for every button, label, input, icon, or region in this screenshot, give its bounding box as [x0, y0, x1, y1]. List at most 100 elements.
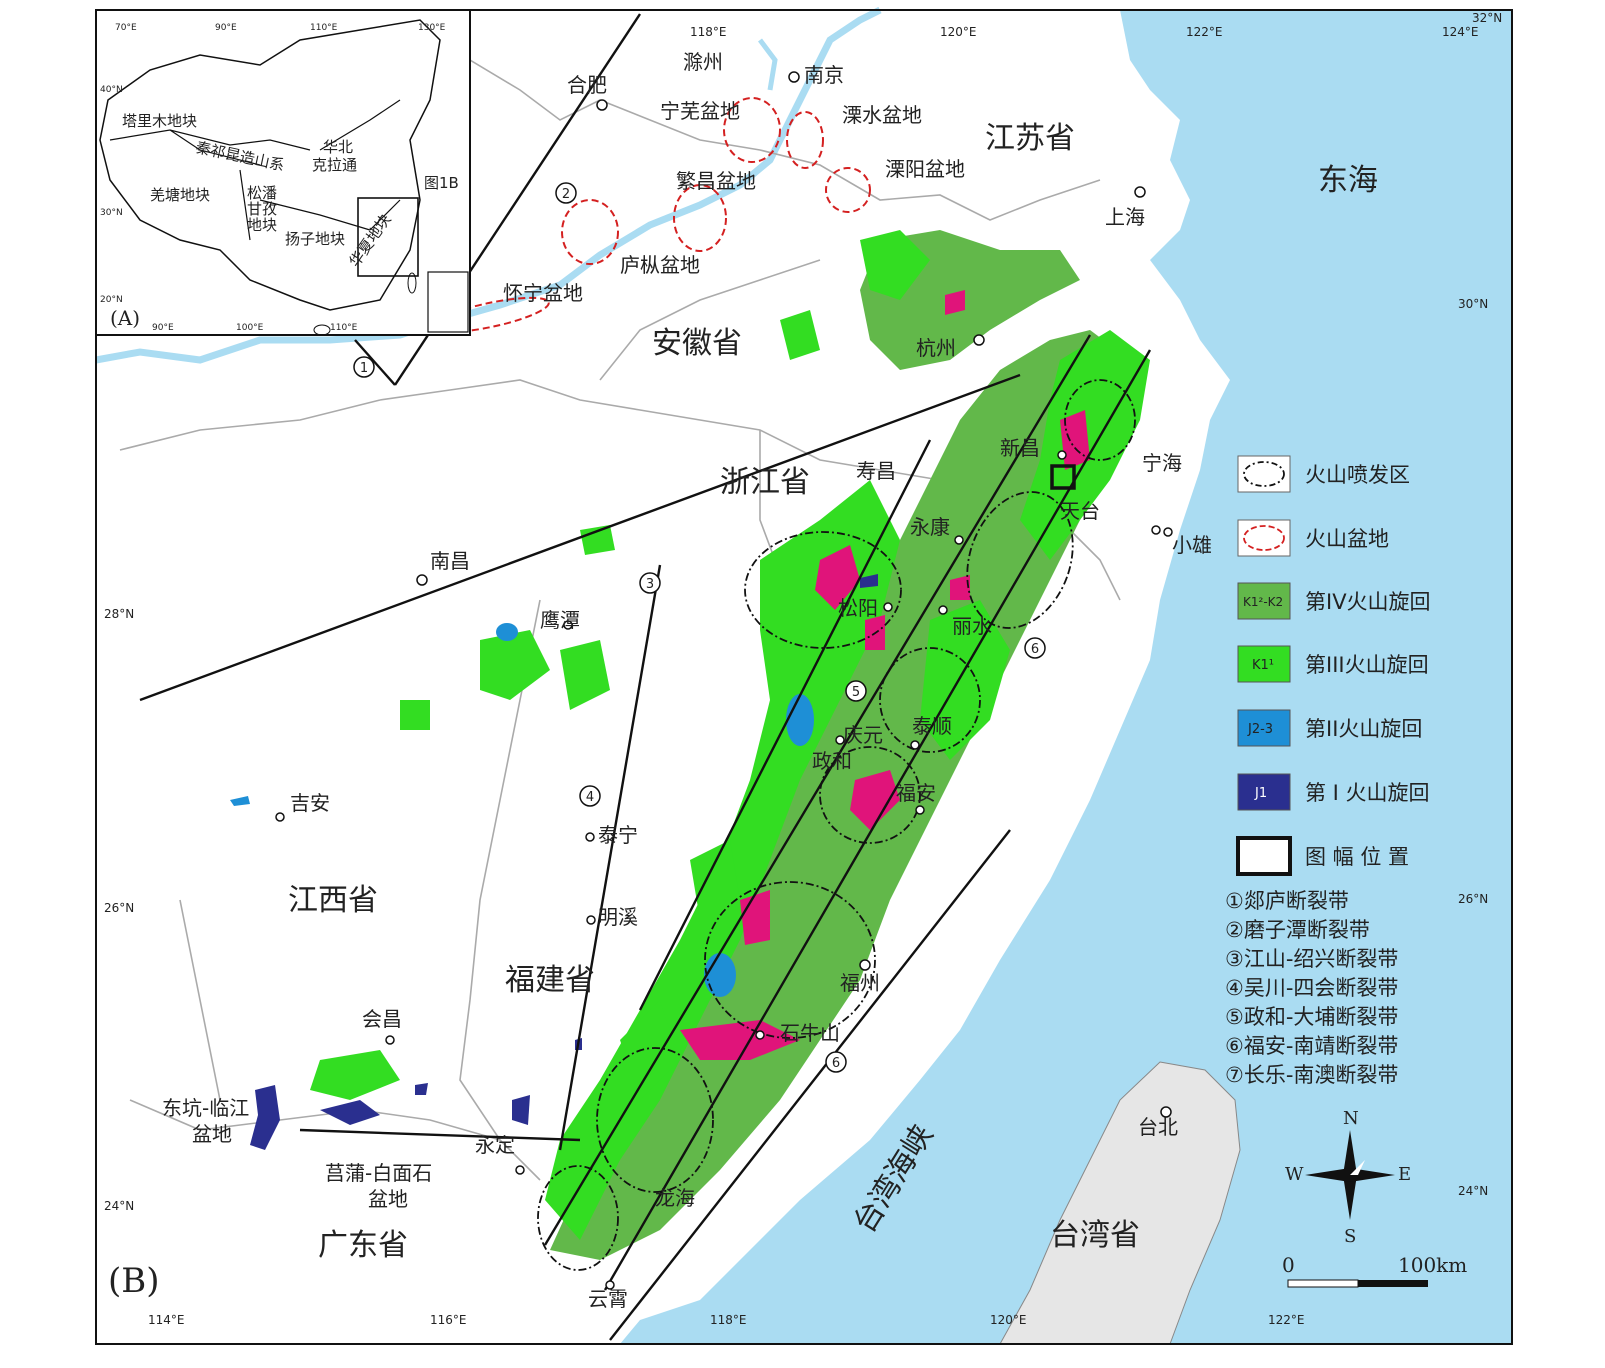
top-tick-122e: 122°E — [1186, 25, 1223, 39]
legend-label-cycle-ii: 第II火山旋回 — [1305, 717, 1422, 741]
left-tick-28n: 28°N — [104, 607, 134, 621]
fault-number-markers — [353, 182, 1046, 1073]
legend-label-cycle-iii: 第III火山旋回 — [1305, 653, 1429, 677]
city-taishun: 泰顺 — [912, 714, 952, 738]
inset-bottom-tick-90: 90°E — [152, 323, 174, 333]
city-tiantai: 天台 — [1060, 499, 1100, 523]
basin-ningwu: 宁芜盆地 — [660, 99, 740, 123]
inset-map: (A) 70°E 90°E 110°E 130°E 90°E 100°E 110… — [95, 9, 471, 336]
fault-marker-5: 5 — [852, 685, 860, 700]
city-fuan: 福安 — [896, 781, 936, 805]
map-frame — [95, 9, 1513, 1345]
city-taibei: 台北 — [1138, 1115, 1178, 1139]
east-sea — [620, 10, 1512, 1344]
fault-marker-1: 1 — [360, 361, 368, 376]
city-ninghai: 宁海 — [1142, 451, 1182, 475]
city-shouchang: 寿昌 — [856, 459, 896, 483]
bottom-tick-122e: 122°E — [1268, 1313, 1305, 1327]
city-hefei: 合肥 — [567, 73, 607, 97]
fault-marker-6a: 6 — [1031, 642, 1039, 657]
city-huichang: 会昌 — [362, 1007, 402, 1031]
legend-symbol-cycle-ii: J2-3 — [1247, 722, 1273, 737]
inset-block-yangtze: 扬子地块 — [285, 230, 345, 248]
city-markers — [275, 71, 1173, 1290]
legend-fault-5: ⑤政和-大埔断裂带 — [1225, 1005, 1398, 1029]
scale-max: 100km — [1398, 1253, 1467, 1277]
legend: 火山喷发区 火山盆地 K1²-K2 第IV火山旋回 K1¹ 第III火山旋回 J… — [1225, 455, 1431, 1087]
cycle-i-volcanics — [250, 574, 878, 1150]
top-tick-32n: 32°N — [1472, 11, 1502, 25]
legend-fault-1: ①郯庐断裂带 — [1225, 889, 1349, 913]
province-fujian: 福建省 — [505, 963, 595, 998]
top-tick-118e: 118°E — [690, 25, 727, 39]
left-tick-26n: 26°N — [104, 901, 134, 915]
city-hangzhou: 杭州 — [916, 336, 956, 360]
bottom-tick-118e: 118°E — [710, 1313, 747, 1327]
cycle-iii-volcanics — [310, 230, 1150, 1240]
legend-label-eruption-zone: 火山喷发区 — [1305, 463, 1410, 487]
inset-block-qiangtang: 羌塘地块 — [150, 186, 210, 204]
city-shiniushan: 石牛山 — [780, 1021, 840, 1045]
basin-jupu-baimianshi: 莒蒲-白面石 — [325, 1161, 432, 1185]
inset-top-tick-110: 110°E — [310, 23, 338, 33]
main-panel-label: (B) — [108, 1261, 160, 1301]
city-nanjing: 南京 — [804, 63, 844, 87]
inset-panel-label: (A) — [110, 306, 140, 330]
legend-fault-3: ③江山-绍兴断裂带 — [1225, 947, 1398, 971]
scale-bar: 0 100km — [1282, 1253, 1467, 1288]
city-yongkang: 永康 — [910, 515, 950, 539]
province-jiangxi: 江西省 — [288, 883, 378, 918]
city-chuzhou: 滁州 — [683, 50, 723, 74]
basin-dongkeng-suffix: 盆地 — [192, 1122, 232, 1146]
basin-lishui: 溧水盆地 — [842, 103, 922, 127]
inset-block-songpan: 松潘 — [247, 184, 277, 202]
legend-fault-6: ⑥福安-南靖断裂带 — [1225, 1034, 1398, 1058]
inset-bottom-tick-110: 110°E — [330, 323, 358, 333]
compass-north: N — [1343, 1108, 1359, 1129]
basin-luzong: 庐枞盆地 — [620, 253, 700, 277]
legend-label-map-location: 图 幅 位 置 — [1305, 845, 1409, 869]
inset-block-huabei: 华北 — [323, 138, 353, 156]
city-lishui: 丽水 — [952, 614, 992, 638]
city-shanghai: 上海 — [1105, 205, 1145, 229]
fault-lines — [139, 13, 1152, 1341]
magenta-intrusions — [680, 290, 1090, 1060]
fault-marker-3: 3 — [646, 577, 654, 592]
province-zhejiang: 浙江省 — [720, 465, 810, 500]
fault-marker-6b: 6 — [832, 1056, 840, 1071]
fault-marker-4: 4 — [586, 790, 594, 805]
inset-top-tick-70: 70°E — [115, 23, 137, 33]
compass-east: E — [1398, 1164, 1411, 1185]
inset-left-tick-20: 20°N — [100, 295, 123, 305]
legend-label-cycle-i: 第 I 火山旋回 — [1305, 781, 1430, 805]
legend-symbol-cycle-iii: K1¹ — [1252, 658, 1274, 673]
right-tick-26n: 26°N — [1458, 892, 1488, 906]
province-guangdong: 广东省 — [318, 1228, 408, 1263]
legend-fault-4: ④吴川-四会断裂带 — [1225, 976, 1398, 1000]
inset-left-tick-40: 40°N — [100, 85, 123, 95]
city-taining: 泰宁 — [598, 823, 638, 847]
top-tick-124e: 124°E — [1442, 25, 1479, 39]
bottom-tick-114e: 114°E — [148, 1313, 185, 1327]
basin-huaining: 怀宁盆地 — [503, 281, 583, 305]
legend-label-cycle-iv: 第IV火山旋回 — [1305, 590, 1431, 614]
city-songyang: 松阳 — [838, 596, 878, 620]
legend-label-volcanic-basin: 火山盆地 — [1305, 527, 1389, 551]
right-tick-24n: 24°N — [1458, 1184, 1488, 1198]
eruption-zones — [537, 379, 1136, 1271]
fault-marker-2: 2 — [562, 187, 570, 202]
city-qingyuan: 庆元 — [843, 723, 883, 747]
sea-donghai: 东海 — [1318, 163, 1378, 198]
scale-zero: 0 — [1282, 1253, 1295, 1277]
city-yunxiao: 云霄 — [588, 1287, 628, 1311]
bottom-tick-120e: 120°E — [990, 1313, 1027, 1327]
city-yingtan: 鹰潭 — [540, 608, 580, 632]
legend-fault-2: ②磨子潭断裂带 — [1225, 918, 1370, 942]
basin-liyang: 溧阳盆地 — [885, 157, 965, 181]
top-tick-120e: 120°E — [940, 25, 977, 39]
legend-symbol-cycle-i: J1 — [1254, 786, 1267, 801]
bottom-tick-116e: 116°E — [430, 1313, 467, 1327]
province-taiwan: 台湾省 — [1050, 1218, 1140, 1253]
inset-bottom-tick-100: 100°E — [236, 323, 264, 333]
